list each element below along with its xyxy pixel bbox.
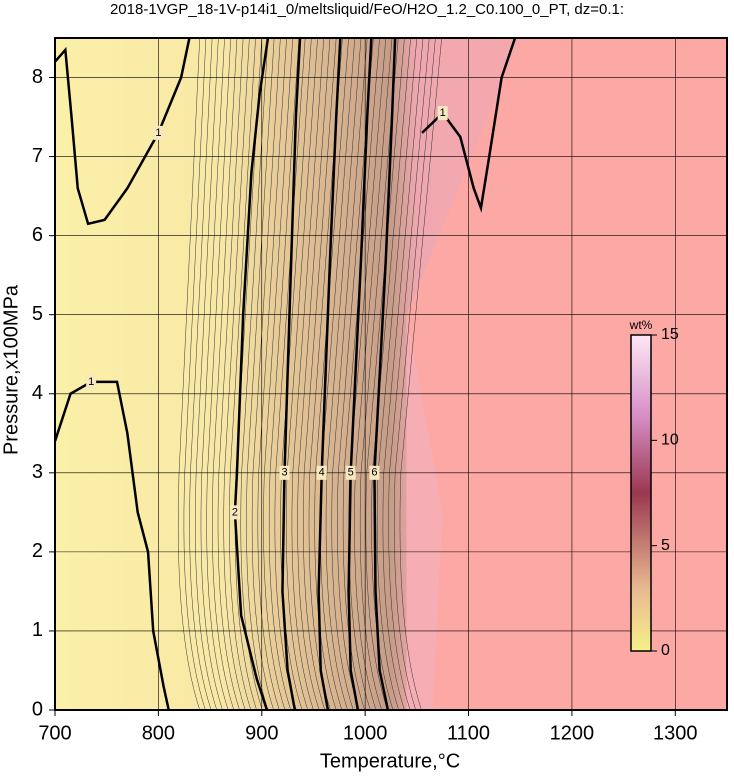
y-tick-label: 1 (32, 619, 43, 641)
minor-contour (251, 37, 281, 711)
colorbar-tick-label: 0 (661, 642, 670, 659)
x-tick-label: 800 (142, 722, 175, 744)
minor-contour (263, 37, 294, 711)
y-tick-label: 3 (32, 461, 43, 483)
y-axis-label: Pressure,x100MPa (0, 284, 22, 455)
phase-region (406, 314, 443, 710)
contour-line (233, 37, 270, 711)
minor-contour (354, 37, 393, 711)
contour-label: 1 (440, 107, 446, 119)
minor-contour (177, 37, 200, 711)
contour-line (53, 380, 170, 711)
minor-contour (297, 37, 331, 711)
contour-label: 6 (371, 467, 377, 479)
minor-contour (240, 37, 269, 711)
x-tick-label: 900 (245, 722, 278, 744)
y-tick-label: 7 (32, 145, 43, 167)
minor-contour (189, 37, 213, 711)
minor-contour (291, 37, 325, 711)
minor-contour (183, 37, 207, 711)
contour-label-bg (229, 505, 240, 520)
minor-contour (285, 37, 318, 711)
minor-contour (195, 37, 219, 711)
minor-contour (365, 37, 405, 711)
minor-contour (342, 37, 380, 711)
contour-label: 1 (88, 376, 94, 388)
contour-label-bg (345, 465, 356, 480)
minor-contour (303, 37, 337, 711)
minor-contour (200, 37, 225, 711)
contour-line (54, 37, 191, 226)
minor-contour (359, 37, 399, 711)
chart-title: 2018-1VGP_18-1V-p14i1_0/meltsliquid/FeO/… (110, 1, 624, 18)
y-tick-label: 2 (32, 540, 43, 562)
minor-contour (399, 37, 442, 711)
minor-contour (388, 37, 430, 711)
contour-label: 3 (281, 467, 287, 479)
y-tick-label: 4 (32, 382, 43, 404)
y-tick-label: 8 (32, 66, 43, 88)
minor-contour (217, 37, 244, 711)
minor-contour (206, 37, 232, 711)
colorbar-label: wt% (629, 318, 653, 332)
x-tick-label: 700 (38, 722, 71, 744)
contour-label-bg (153, 125, 164, 140)
minor-contour (371, 37, 411, 711)
contour-label: 5 (348, 467, 354, 479)
colorbar-tick-label: 15 (661, 326, 679, 343)
colorbar-tick-label: 5 (661, 537, 670, 554)
minor-contour (382, 37, 424, 711)
colorbar-tick-label: 10 (661, 432, 679, 449)
minor-contour (257, 37, 287, 711)
colorbar (630, 334, 652, 652)
x-axis-label: Temperature,°C (320, 750, 460, 772)
minor-contour (223, 37, 250, 711)
contour-label-bg (437, 106, 448, 121)
contour-label: 2 (232, 506, 238, 518)
y-tick-label: 6 (32, 224, 43, 246)
minor-contour (268, 37, 300, 711)
plot-frame (54, 37, 728, 711)
x-tick-label: 1300 (653, 722, 698, 744)
contour-label-bg (369, 465, 380, 480)
contour-label-bg (316, 465, 327, 480)
x-tick-label: 1200 (550, 722, 595, 744)
y-tick-label: 5 (32, 303, 43, 325)
x-tick-label: 1000 (343, 722, 388, 744)
contour-label-bg (279, 465, 290, 480)
y-tick-label: 0 (32, 698, 43, 720)
minor-contour (376, 37, 418, 711)
minor-contour (314, 37, 349, 711)
contour-label-bg (86, 374, 97, 389)
minor-contour (325, 37, 362, 711)
minor-contour (229, 37, 256, 711)
contour-label: 1 (155, 127, 161, 139)
minor-contour (394, 37, 436, 711)
x-tick-label: 1100 (447, 722, 490, 744)
minor-contour (331, 37, 368, 711)
minor-contour (212, 37, 238, 711)
contour-label: 4 (319, 467, 325, 479)
